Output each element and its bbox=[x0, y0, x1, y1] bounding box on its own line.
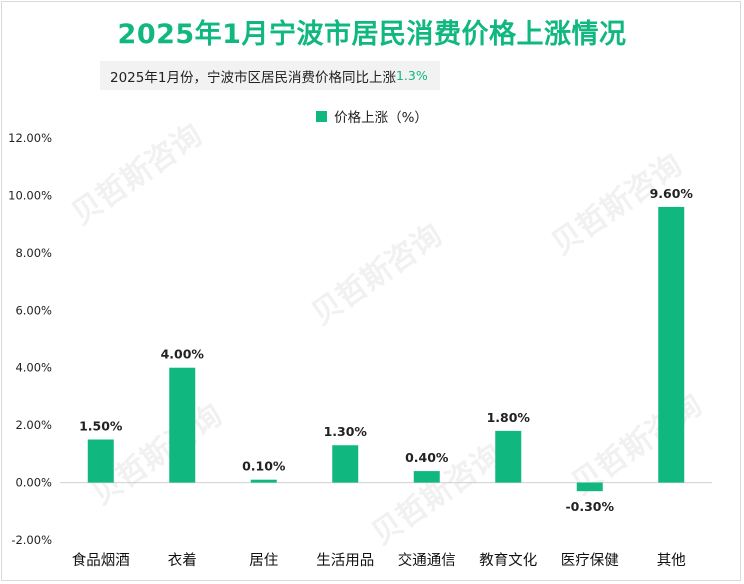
y-tick-label: 10.00% bbox=[8, 188, 52, 202]
legend: 价格上涨（%） bbox=[0, 106, 744, 126]
x-category-label: 交通通信 bbox=[398, 551, 456, 569]
x-category-label: 生活用品 bbox=[316, 552, 374, 569]
bar bbox=[87, 439, 114, 483]
data-label: 0.10% bbox=[242, 459, 286, 474]
x-category-label: 医疗保健 bbox=[561, 552, 619, 569]
y-tick-label: 0.00% bbox=[15, 476, 52, 490]
x-category-label: 教育文化 bbox=[479, 552, 537, 569]
bar bbox=[169, 367, 196, 483]
y-tick-label: 12.00% bbox=[8, 131, 52, 145]
bar bbox=[576, 482, 603, 492]
y-tick-label: 2.00% bbox=[15, 418, 52, 432]
legend-swatch bbox=[316, 110, 328, 122]
y-tick-label: -2.00% bbox=[11, 533, 52, 547]
x-category-label: 居住 bbox=[249, 552, 278, 569]
bar bbox=[413, 471, 440, 483]
x-category-label: 食品烟酒 bbox=[72, 552, 130, 569]
data-label: 9.60% bbox=[650, 186, 694, 201]
y-tick-label: 8.00% bbox=[15, 246, 52, 260]
x-category-label: 其他 bbox=[657, 552, 686, 569]
data-label: 0.40% bbox=[405, 450, 449, 465]
x-category-label: 衣着 bbox=[168, 552, 197, 569]
y-tick-label: 6.00% bbox=[15, 303, 52, 317]
subtitle-text: 2025年1月份，宁波市区居民消费价格同比上涨 bbox=[110, 69, 396, 86]
subtitle-highlight: 1.3% bbox=[395, 68, 428, 83]
data-label: -0.30% bbox=[565, 499, 614, 514]
data-label: 1.50% bbox=[79, 419, 123, 434]
data-label: 1.30% bbox=[324, 424, 368, 439]
bar bbox=[332, 445, 359, 483]
y-tick-label: 4.00% bbox=[15, 361, 52, 375]
data-label: 4.00% bbox=[161, 347, 205, 362]
legend-label: 价格上涨（%） bbox=[334, 110, 428, 126]
bar bbox=[495, 430, 522, 483]
chart-title: 2025年1月宁波市居民消费价格上涨情况 bbox=[117, 19, 627, 50]
data-label: 1.80% bbox=[487, 410, 531, 425]
bar bbox=[250, 479, 277, 483]
bar bbox=[658, 206, 685, 483]
subtitle-box: 2025年1月份，宁波市区居民消费价格同比上涨 1.3% bbox=[100, 61, 440, 90]
